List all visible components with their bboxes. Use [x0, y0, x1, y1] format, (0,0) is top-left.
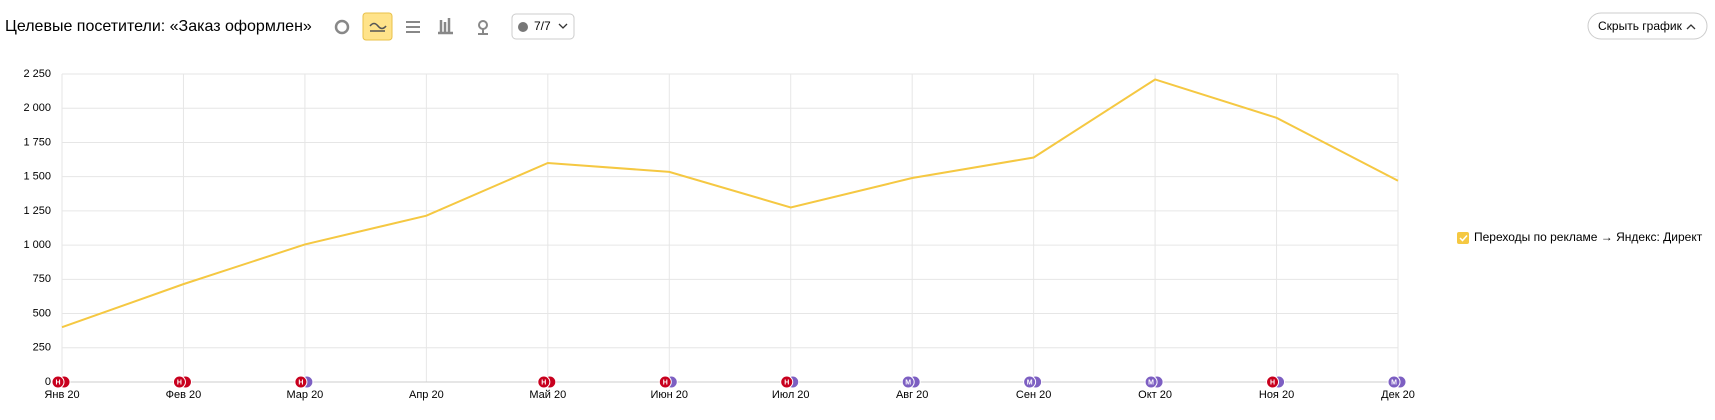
x-tick-label: Сен 20	[1016, 389, 1051, 401]
y-tick-label: 2 000	[23, 102, 51, 114]
legend-check	[1459, 234, 1468, 242]
y-tick-label: 250	[33, 342, 51, 354]
x-tick-label: Ноя 20	[1259, 389, 1294, 401]
line-icon[interactable]	[362, 12, 393, 41]
y-tick-label: 1 500	[23, 171, 51, 183]
event-marker	[1023, 375, 1037, 389]
event-marker-label: М	[1027, 379, 1033, 386]
notes-button[interactable]	[511, 13, 575, 40]
x-tick-label: Мар 20	[286, 389, 323, 401]
pie-icon[interactable]	[334, 19, 350, 35]
legend-label: Переходы по рекламе → Яндекс: Директ	[1474, 230, 1703, 244]
y-tick-label: 1 250	[23, 205, 51, 217]
y-tick-label: 0	[45, 376, 51, 388]
x-tick-label: Май 20	[529, 389, 566, 401]
x-tick-label: Авг 20	[896, 389, 928, 401]
area-icon[interactable]	[406, 21, 420, 33]
event-marker	[172, 375, 186, 389]
event-marker-label: Н	[541, 379, 546, 386]
event-marker-label: М	[1148, 379, 1154, 386]
bar-icon[interactable]	[438, 18, 453, 35]
y-tick-label: 500	[33, 307, 51, 319]
event-marker	[1387, 375, 1401, 389]
event-marker	[537, 375, 551, 389]
legend-checkbox[interactable]	[1457, 232, 1469, 244]
y-tick-label: 1 750	[23, 136, 51, 148]
event-marker-label: Н	[784, 379, 789, 386]
event-marker-label: М	[905, 379, 911, 386]
event-marker	[1266, 375, 1280, 389]
y-tick-label: 750	[33, 273, 51, 285]
event-marker-label: Н	[1270, 379, 1275, 386]
y-tick-label: 2 250	[23, 68, 51, 80]
toolbar: 7/7 Скрыть график	[334, 12, 1708, 41]
x-tick-label: Окт 20	[1138, 389, 1172, 401]
notes-button-label: 7/7	[534, 19, 551, 33]
x-tick-label: Июн 20	[651, 389, 689, 401]
event-marker	[51, 375, 65, 389]
map-icon[interactable]	[478, 20, 488, 35]
event-marker-label: Н	[55, 379, 60, 386]
event-marker	[658, 375, 672, 389]
chart-title: Целевые посетители: «Заказ оформлен»	[5, 18, 312, 35]
event-marker-label: М	[1391, 379, 1397, 386]
event-marker	[1144, 375, 1158, 389]
event-marker	[294, 375, 308, 389]
hide-chart-label: Скрыть график	[1598, 19, 1683, 33]
series-line	[61, 78, 1399, 329]
event-marker	[780, 375, 794, 389]
event-marker-label: Н	[298, 379, 303, 386]
event-marker	[901, 375, 915, 389]
y-tick-label: 1 000	[23, 239, 51, 251]
x-tick-label: Фев 20	[166, 389, 202, 401]
x-tick-label: Апр 20	[409, 389, 444, 401]
event-marker-label: Н	[177, 379, 182, 386]
x-tick-label: Дек 20	[1381, 389, 1415, 401]
x-tick-label: Июл 20	[772, 389, 810, 401]
event-marker-label: Н	[663, 379, 668, 386]
hide-chart-button[interactable]	[1587, 12, 1708, 40]
x-tick-label: Янв 20	[44, 389, 79, 401]
